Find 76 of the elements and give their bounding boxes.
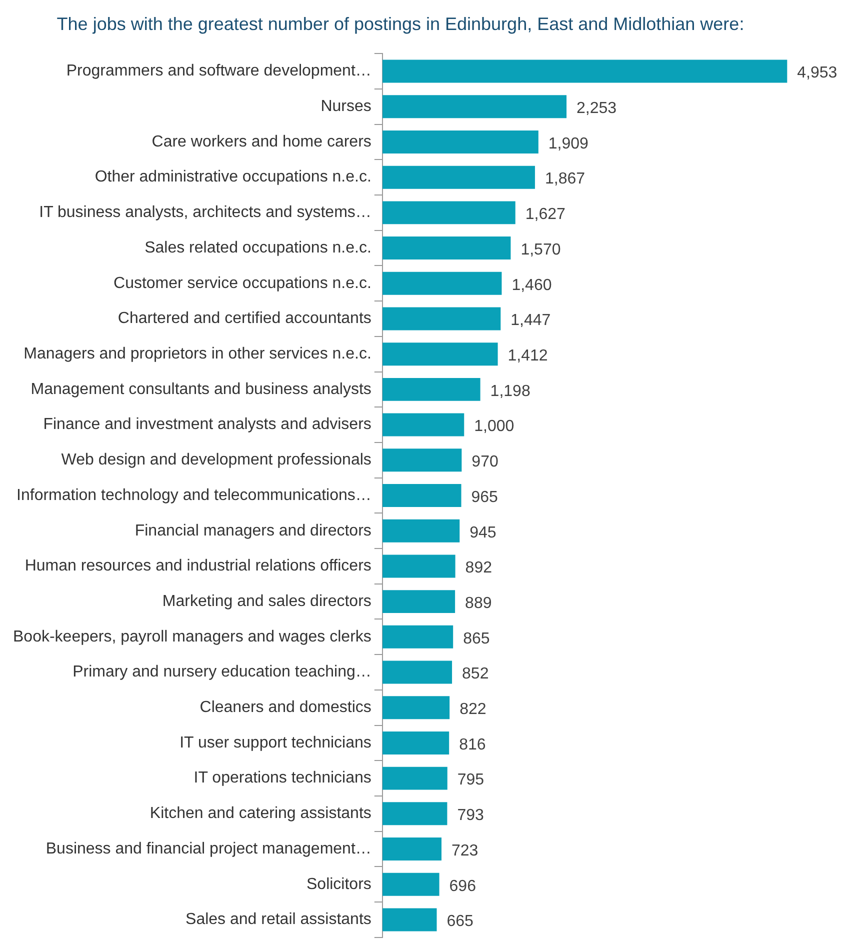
data-label: 1,627 bbox=[525, 206, 566, 224]
y-tick-label: Care workers and home carers bbox=[152, 133, 372, 150]
y-tick-label: Sales and retail assistants bbox=[186, 911, 372, 928]
bar bbox=[382, 872, 440, 896]
bar bbox=[382, 236, 511, 260]
y-tick-label: Primary and nursery education teaching… bbox=[72, 664, 372, 681]
data-label: 4,953 bbox=[797, 64, 838, 82]
data-label: 889 bbox=[465, 594, 492, 612]
y-tick-label: Business and financial project management… bbox=[46, 840, 372, 858]
data-label: 816 bbox=[459, 736, 486, 754]
y-tick-label: Financial managers and directors bbox=[134, 522, 372, 540]
bar bbox=[382, 554, 456, 578]
y-tick-label: Managers and proprietors in other services n.e.c. bbox=[24, 346, 372, 362]
bar bbox=[382, 802, 448, 826]
data-label: 852 bbox=[462, 666, 489, 683]
data-label: 723 bbox=[451, 842, 478, 860]
data-label: 1,447 bbox=[510, 312, 551, 330]
y-tick-label: Sales related occupations n.e.c. bbox=[144, 239, 372, 256]
y-tick-label: Marketing and sales directors bbox=[162, 592, 372, 610]
bar bbox=[382, 696, 450, 720]
bar bbox=[382, 731, 450, 754]
data-label: 1,909 bbox=[548, 135, 589, 152]
data-label: 965 bbox=[471, 488, 498, 506]
bar bbox=[382, 625, 454, 648]
y-tick-label: Nurses bbox=[320, 98, 372, 116]
data-label: 822 bbox=[460, 701, 486, 718]
bar bbox=[382, 766, 448, 790]
bar bbox=[382, 166, 535, 189]
y-tick-label: Kitchen and catering assistants bbox=[150, 805, 372, 822]
data-label: 665 bbox=[446, 913, 474, 930]
bar bbox=[382, 307, 501, 330]
data-label: 865 bbox=[463, 630, 490, 648]
bar bbox=[382, 484, 462, 507]
bar bbox=[382, 130, 538, 154]
data-label: 1,570 bbox=[520, 241, 561, 258]
y-tick-label: Cleaners and domestics bbox=[200, 699, 372, 716]
data-label: 793 bbox=[457, 807, 484, 824]
y-tick-label: Management consultants and business analysts bbox=[30, 380, 372, 398]
bar bbox=[382, 60, 788, 83]
bar bbox=[382, 590, 456, 614]
data-label: 795 bbox=[457, 772, 484, 789]
y-tick-label: Other administrative occupations n.e.c. bbox=[94, 168, 372, 186]
y-tick-label: Finance and investment analysts and advisers bbox=[43, 416, 372, 434]
y-tick-label: Solicitors bbox=[306, 876, 372, 893]
data-label: 1,198 bbox=[490, 382, 530, 400]
bar bbox=[382, 95, 567, 118]
data-label: 945 bbox=[470, 524, 496, 542]
y-tick-label: Information technology and telecommunications… bbox=[16, 486, 372, 504]
chart-title: The jobs with the greatest number of postings in Edinburgh, East and Midlothian were: bbox=[56, 14, 744, 34]
bar bbox=[382, 660, 452, 684]
y-tick-label: Programmers and software development… bbox=[66, 62, 372, 80]
data-label: 1,412 bbox=[508, 348, 548, 364]
y-tick-label: Human resources and industrial relations officers bbox=[24, 558, 372, 575]
data-label: 1,867 bbox=[544, 170, 586, 188]
bar bbox=[382, 413, 464, 436]
data-label: 2,253 bbox=[576, 100, 617, 118]
bar bbox=[382, 201, 516, 224]
bar bbox=[382, 448, 462, 472]
data-label: 1,000 bbox=[474, 418, 514, 436]
data-label: 970 bbox=[472, 454, 498, 471]
y-tick-label: IT business analysts, architects and systems… bbox=[39, 204, 372, 222]
data-label: 892 bbox=[465, 560, 492, 577]
y-tick-label: Customer service occupations n.e.c. bbox=[114, 274, 372, 292]
y-tick-label: Book-keepers, payroll managers and wages clerks bbox=[12, 628, 372, 646]
bar bbox=[382, 342, 498, 366]
bar bbox=[382, 272, 502, 295]
y-tick-label: Chartered and certified accountants bbox=[118, 310, 372, 328]
y-tick-label: IT operations technicians bbox=[194, 770, 372, 787]
bar bbox=[382, 378, 480, 401]
bar bbox=[382, 838, 442, 861]
data-label: 696 bbox=[449, 878, 476, 895]
bar bbox=[382, 908, 437, 932]
data-label: 1,460 bbox=[512, 276, 552, 294]
bar bbox=[382, 519, 460, 542]
y-tick-label: IT user support technicians bbox=[180, 734, 372, 752]
y-tick-label: Web design and development professionals bbox=[61, 452, 372, 469]
